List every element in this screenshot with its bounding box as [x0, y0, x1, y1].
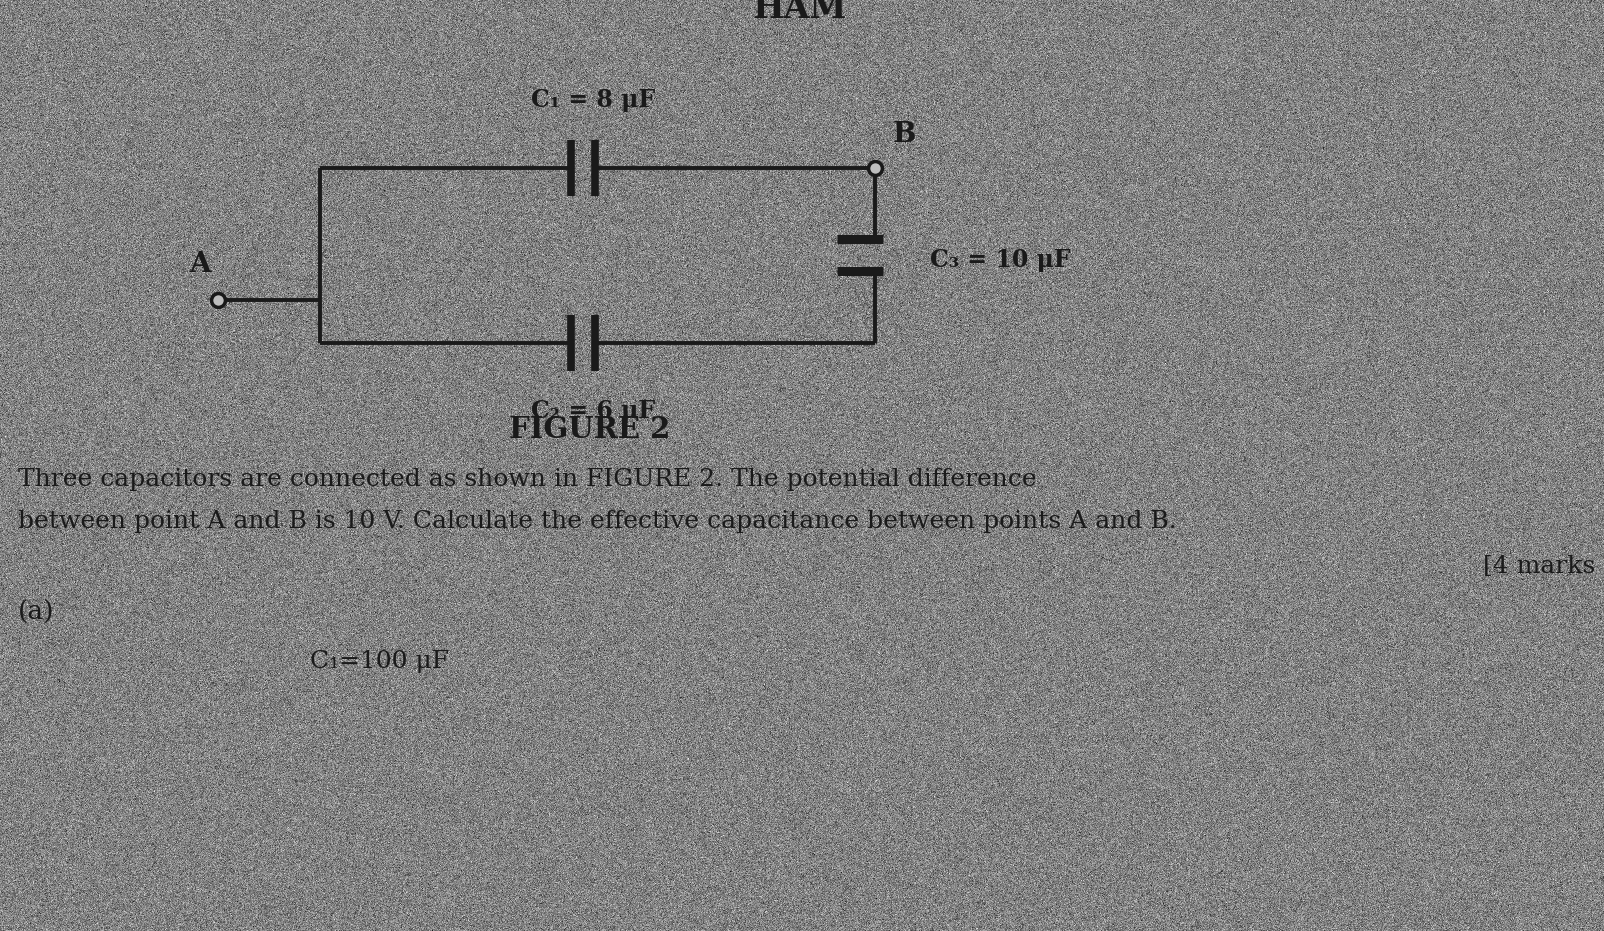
- Text: [4 marks: [4 marks: [1482, 555, 1594, 578]
- Text: FIGURE 2: FIGURE 2: [510, 415, 670, 444]
- Text: (a): (a): [18, 600, 55, 625]
- Text: Three capacitors are connected as shown in FIGURE 2. The potential difference: Three capacitors are connected as shown …: [18, 468, 1036, 491]
- Text: C₂ = 6 μF: C₂ = 6 μF: [531, 399, 654, 423]
- Text: C₁ = 8 μF: C₁ = 8 μF: [531, 88, 654, 112]
- Text: HAM: HAM: [752, 0, 847, 25]
- Text: C₃ = 10 μF: C₃ = 10 μF: [930, 248, 1071, 272]
- Text: between point A and B is 10 V. Calculate the effective capacitance between point: between point A and B is 10 V. Calculate…: [18, 510, 1177, 533]
- Text: C₁=100 μF: C₁=100 μF: [310, 650, 449, 673]
- Text: B: B: [893, 121, 916, 148]
- Text: A: A: [189, 251, 210, 278]
